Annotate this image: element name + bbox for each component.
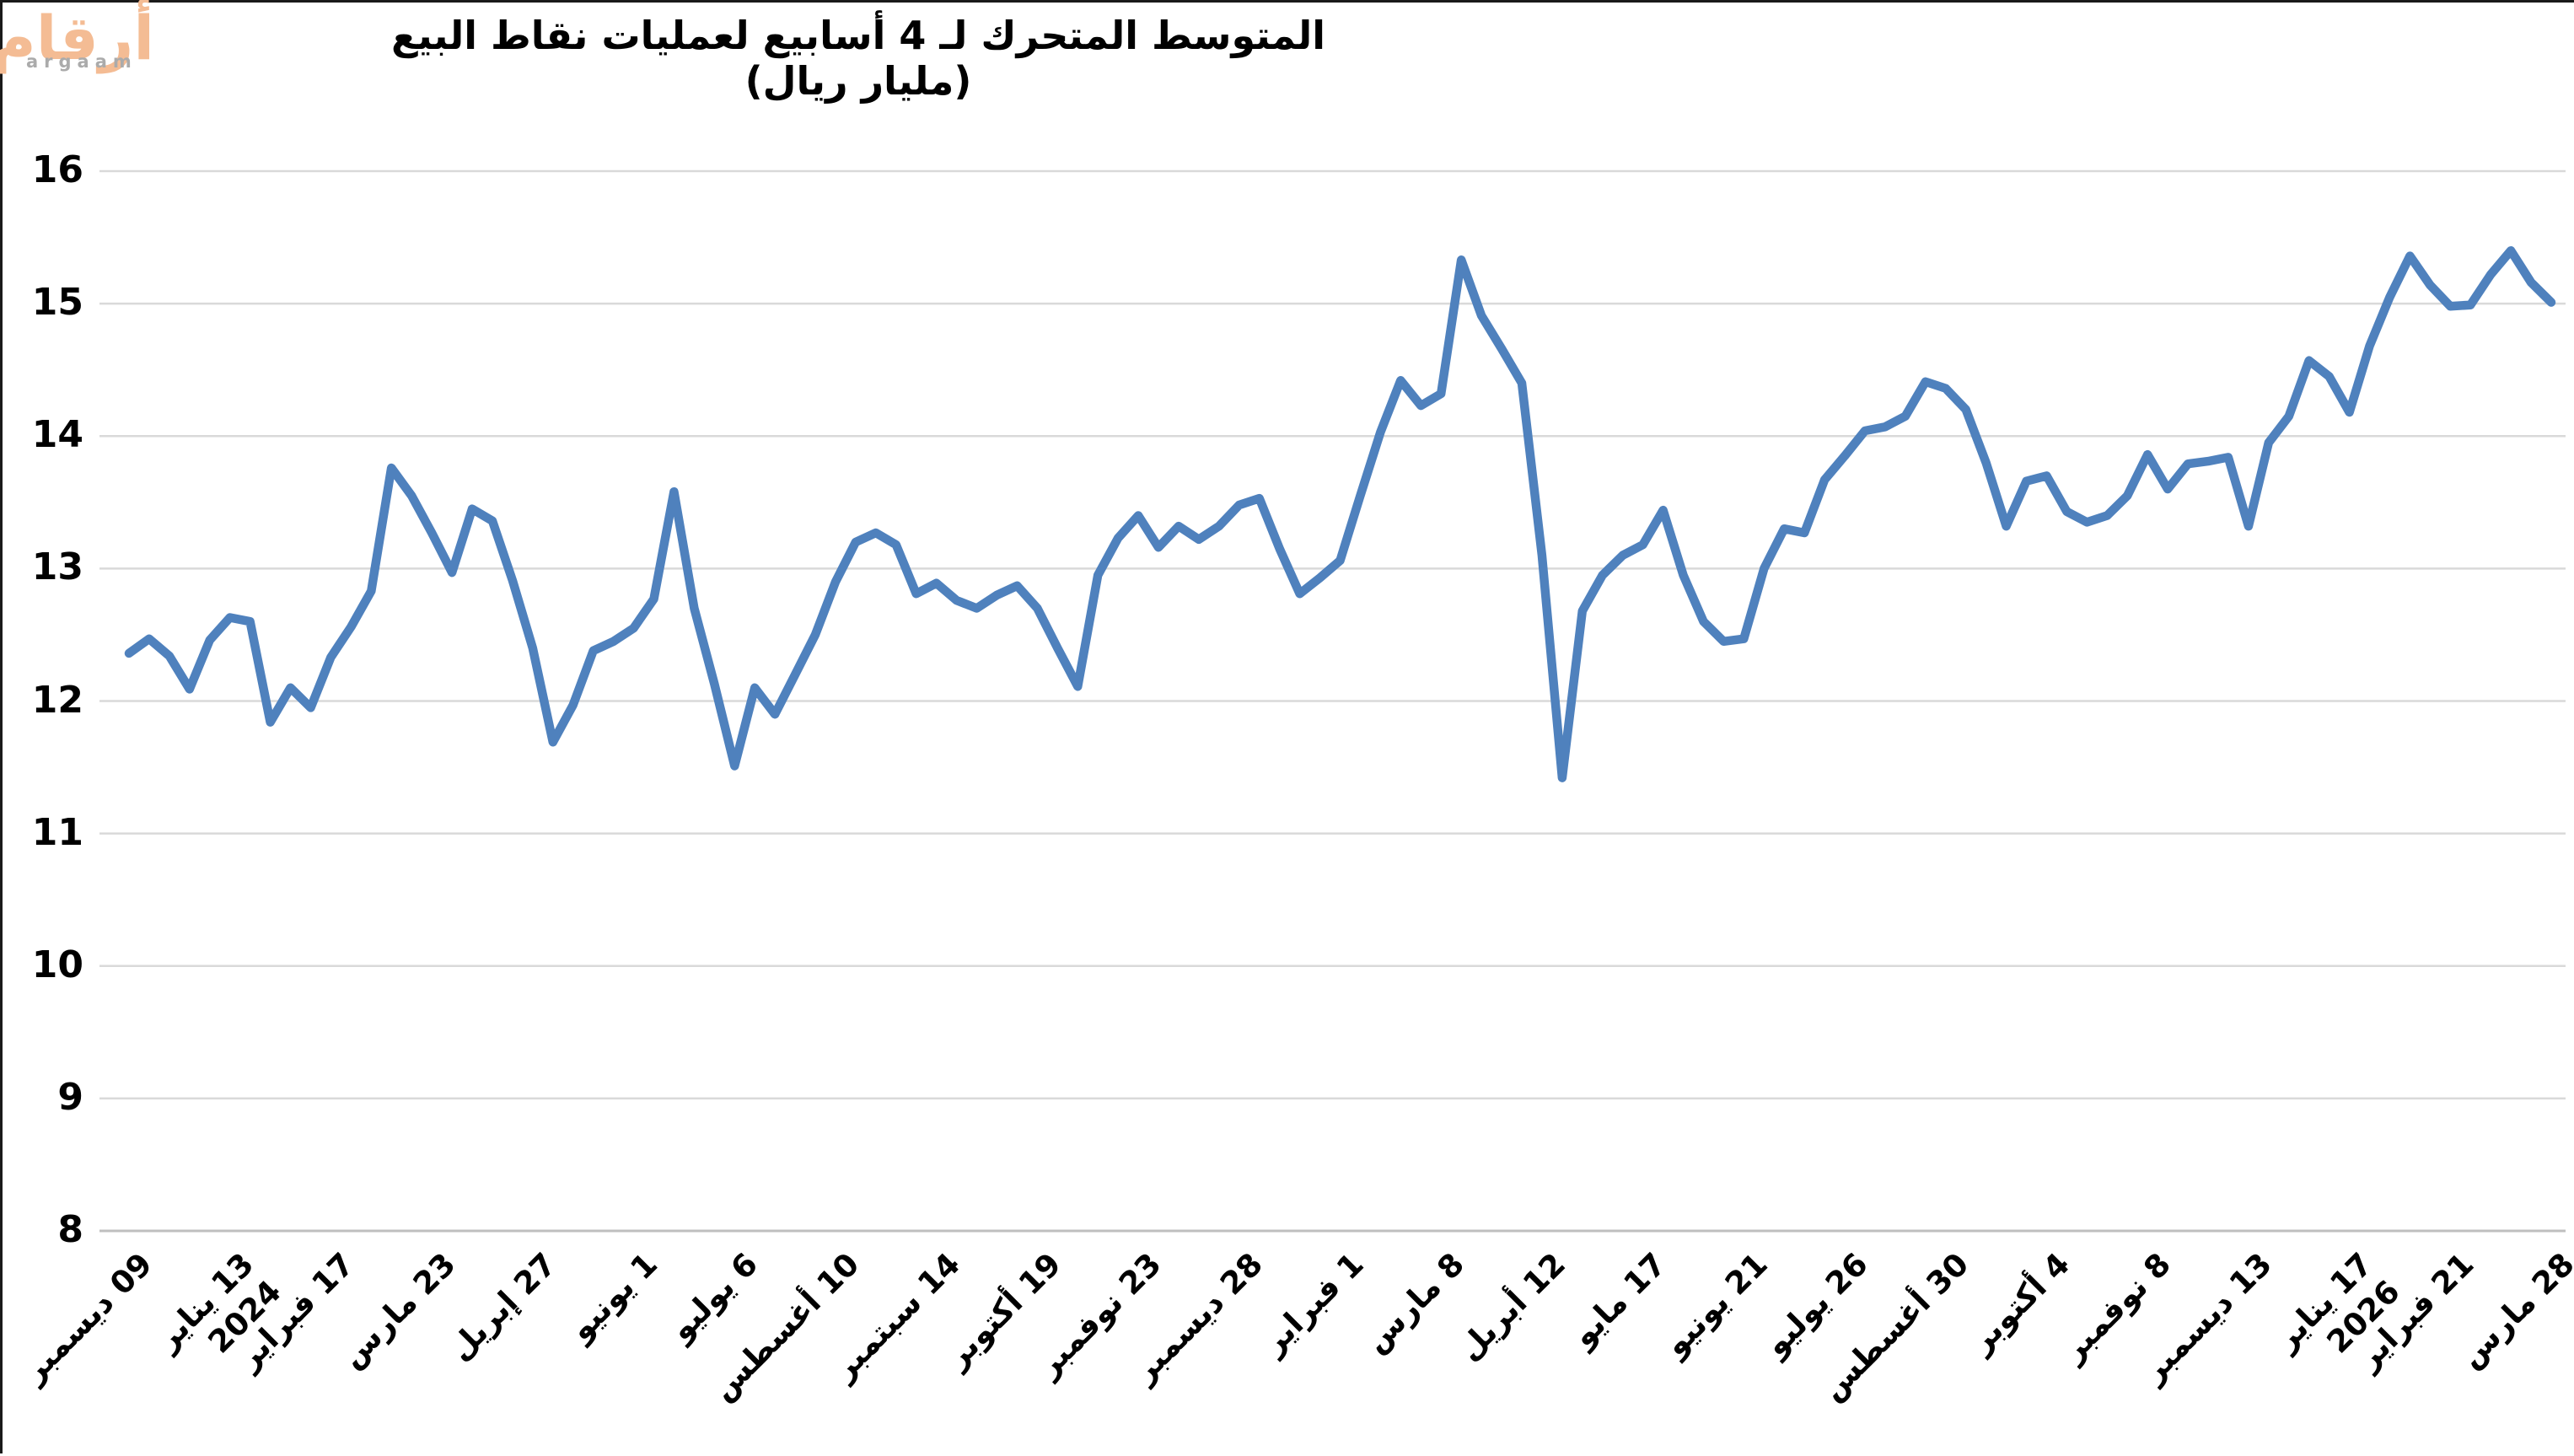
chart-plot-area bbox=[99, 169, 2566, 1233]
argaam-logo: أرقام argaam bbox=[0, 3, 154, 100]
y-axis-label-15: 15 bbox=[31, 281, 83, 325]
y-axis-label-8: 8 bbox=[57, 1208, 83, 1251]
argaam-logo-arabic-text: أرقام bbox=[0, 3, 154, 73]
y-axis-label-13: 13 bbox=[31, 545, 83, 589]
y-axis-label-9: 9 bbox=[57, 1075, 83, 1119]
y-axis-label-10: 10 bbox=[31, 943, 83, 986]
y-axis-label-11: 11 bbox=[31, 810, 83, 854]
series-line-pos-moving-average bbox=[124, 246, 2556, 782]
y-axis-label-16: 16 bbox=[31, 148, 83, 191]
chart-title: المتوسط المتحرك لـ 4 أسابيع لعمليات نقاط… bbox=[390, 13, 1326, 104]
argaam-logo-latin-text: argaam bbox=[26, 51, 137, 72]
y-axis-label-14: 14 bbox=[31, 413, 83, 457]
y-axis-label-12: 12 bbox=[31, 678, 83, 722]
